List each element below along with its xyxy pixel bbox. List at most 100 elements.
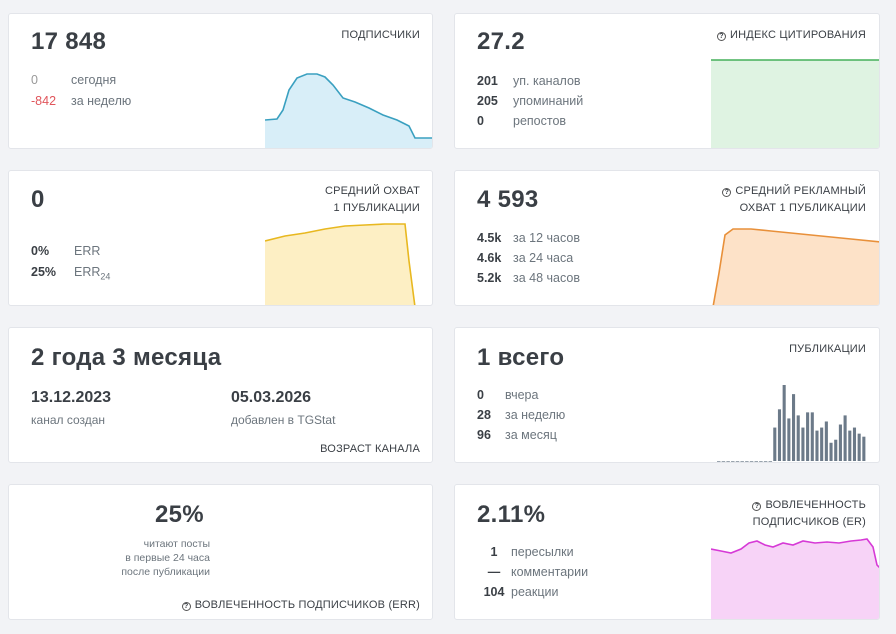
avg-reach-label-line2: 1 ПУБЛИКАЦИИ (333, 202, 420, 214)
posts-bar (815, 430, 819, 461)
ad-reach-card[interactable]: 4 593 ? СРЕДНИЙ РЕКЛАМНЫЙ ОХВАТ 1 ПУБЛИКА… (454, 170, 880, 306)
ad-reach-label-line1-wrap: ? СРЕДНИЙ РЕКЛАМНЫЙ (722, 183, 866, 200)
posts-bar-empty (759, 461, 763, 462)
posts-bar-empty (740, 461, 744, 462)
posts-bar (829, 442, 833, 461)
posts-bar (787, 418, 791, 461)
citation-sparkline (711, 59, 879, 148)
posts-bar (857, 433, 861, 461)
created-label: канал создан (31, 413, 106, 427)
question-circle-icon[interactable]: ? (722, 188, 732, 197)
posts-row-month: 96 за месяц (477, 425, 557, 445)
question-circle-icon[interactable]: ? (181, 602, 191, 611)
posts-bar (852, 427, 857, 461)
er-row-label: комментарии (511, 565, 589, 579)
citation-row-reposts: 0 репостов (477, 111, 566, 131)
posts-row-label: вчера (505, 388, 539, 402)
posts-bar-empty (768, 461, 773, 462)
today-value: 0 (31, 73, 38, 87)
err-description-line2: в первые 24 часа (125, 552, 210, 564)
posts-bar (820, 427, 824, 461)
err-card[interactable]: 25% читают посты в первые 24 часа после … (8, 484, 433, 620)
er-row-value: 1 (490, 545, 498, 559)
avg-reach-label: СРЕДНИЙ ОХВАТ 1 ПУБЛИКАЦИИ (325, 183, 420, 217)
channel-age-card[interactable]: 2 года 3 месяца 13.12.2023 канал создан … (8, 327, 433, 463)
avg-reach-value: 0 (31, 186, 45, 213)
er-row-reactions: 104 реакции (477, 582, 559, 602)
posts-bar (777, 409, 782, 461)
posts-row-label: за неделю (505, 408, 566, 422)
channel-age-label: ВОЗРАСТ КАНАЛА (320, 443, 420, 455)
err24-row: 25% ERR24 (31, 262, 110, 287)
posts-card[interactable]: 1 всего ПУБЛИКАЦИИ 0 вчера 28 за неделю 96… (454, 327, 880, 463)
ad-reach-label: ? СРЕДНИЙ РЕКЛАМНЫЙ ОХВАТ 1 ПУБЛИКАЦИИ (722, 183, 866, 217)
ad-reach-row-24h: 4.6k за 24 часа (477, 248, 573, 268)
err24-label-text: ERR (74, 265, 101, 279)
week-value: -842 (31, 94, 57, 108)
posts-bar (838, 424, 842, 461)
err-description-line1: читают посты (143, 538, 210, 550)
posts-bar-empty (721, 461, 726, 462)
posts-bar-empty (726, 461, 730, 462)
avg-reach-label-line1: СРЕДНИЙ ОХВАТ (324, 185, 420, 197)
ad-reach-row-label: за 48 часов (513, 271, 580, 285)
err-card-label-text: ВОВЛЕЧЕННОСТЬ ПОДПИСЧИКОВ (ERR) (194, 599, 420, 611)
err24-value: 25% (31, 265, 57, 279)
ad-reach-row-label: за 12 часов (513, 231, 580, 245)
posts-bar-empty (749, 461, 754, 462)
posts-bar (862, 436, 866, 461)
posts-bar (848, 430, 852, 461)
citation-row-mentions: 205 упоминаний (477, 91, 583, 111)
question-circle-icon[interactable]: ? (717, 32, 727, 41)
channel-age-value: 2 года 3 месяца (31, 344, 222, 371)
posts-bar-chart (717, 385, 866, 462)
err-label: ERR (74, 244, 101, 258)
ad-reach-label-line2: ОХВАТ 1 ПУБЛИКАЦИИ (739, 202, 866, 214)
posts-bar (834, 439, 838, 461)
er-label-line2: ПОДПИСЧИКОВ (ER) (752, 516, 866, 528)
citation-label: ? ИНДЕКС ЦИТИРОВАНИЯ (717, 27, 866, 44)
subscribers-card[interactable]: 17 848 ПОДПИСЧИКИ 0 сегодня -842 за неделю (8, 13, 433, 149)
posts-row-value: 0 (477, 388, 484, 402)
er-label: ? ВОВЛЕЧЕННОСТЬ ПОДПИСЧИКОВ (ER) (752, 497, 866, 531)
er-row-value: 104 (483, 585, 505, 599)
citation-row-channels: 201 уп. каналов (477, 71, 581, 91)
ad-reach-row-value: 5.2k (477, 271, 502, 285)
posts-bar (824, 421, 828, 461)
citation-card[interactable]: 27.2 ? ИНДЕКС ЦИТИРОВАНИЯ 201 уп. каналов … (454, 13, 880, 149)
posts-total: 1 всего (477, 344, 565, 371)
subscribers-sparkline (265, 73, 432, 148)
citation-row-value: 201 (477, 74, 498, 88)
err-card-label: ? ВОВЛЕЧЕННОСТЬ ПОДПИСЧИКОВ (ERR) (181, 597, 420, 614)
posts-bar-empty (754, 461, 758, 462)
er-row-label: реакции (511, 585, 559, 599)
posts-bar (773, 427, 777, 461)
ad-reach-row-value: 4.5k (477, 231, 502, 245)
subscribers-count: 17 848 (31, 28, 107, 55)
er-label-line1: ВОВЛЕЧЕННОСТЬ (765, 499, 866, 511)
citation-row-value: 0 (477, 114, 484, 128)
posts-bar-empty (731, 461, 735, 462)
posts-label: ПУБЛИКАЦИИ (789, 343, 866, 355)
err-percentage: 25% (155, 501, 204, 528)
posts-row-week: 28 за неделю (477, 405, 565, 425)
subscribers-label: ПОДПИСЧИКИ (341, 29, 420, 41)
avg-reach-card[interactable]: 0 СРЕДНИЙ ОХВАТ 1 ПУБЛИКАЦИИ 0% ERR 25% ER… (8, 170, 433, 306)
citation-label-text: ИНДЕКС ЦИТИРОВАНИЯ (730, 29, 866, 41)
citation-row-label: уп. каналов (513, 74, 581, 88)
er-row-value: — (487, 565, 501, 579)
today-label: сегодня (71, 73, 117, 87)
ad-reach-label-line1: СРЕДНИЙ РЕКЛАМНЫЙ (735, 185, 866, 197)
posts-bar (782, 385, 786, 461)
subscribers-week-row: -842 за неделю (31, 91, 131, 111)
question-circle-icon[interactable]: ? (752, 502, 762, 511)
ad-reach-value: 4 593 (477, 186, 539, 213)
posts-bar (801, 427, 805, 461)
er-label-line1-wrap: ? ВОВЛЕЧЕННОСТЬ (752, 497, 866, 514)
posts-bar-empty (745, 461, 749, 462)
ad-reach-sparkline (712, 228, 879, 305)
posts-bar (792, 394, 796, 461)
added-date: 05.03.2026 (231, 389, 312, 406)
posts-bar (796, 415, 800, 461)
